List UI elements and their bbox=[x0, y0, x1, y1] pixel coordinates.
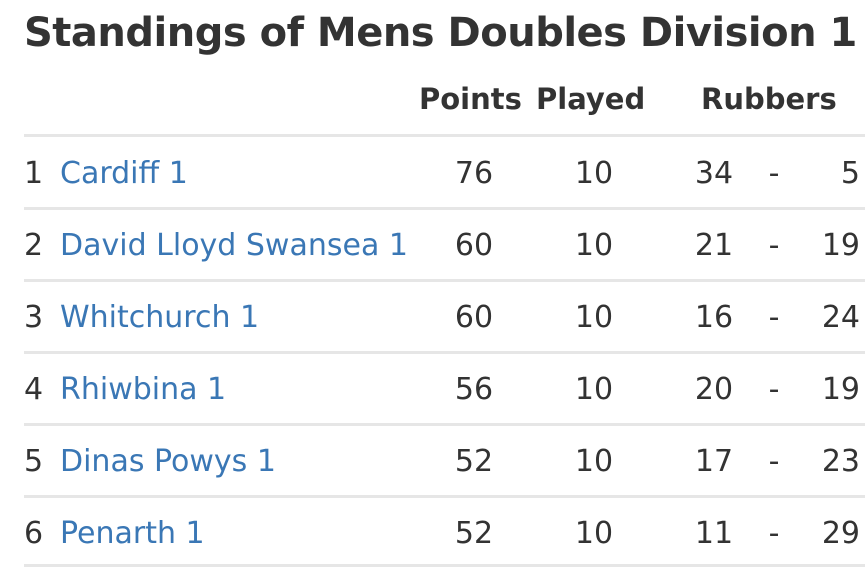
rubbers-against-cell: 24 bbox=[821, 300, 860, 335]
column-header-played[interactable]: Played bbox=[536, 82, 646, 116]
position-cell: 1 bbox=[24, 156, 44, 191]
played-cell: 10 bbox=[574, 372, 614, 407]
rubbers-against-cell: 23 bbox=[821, 444, 860, 479]
points-cell: 60 bbox=[454, 300, 494, 335]
rubbers-against-cell: 19 bbox=[821, 228, 860, 263]
rubbers-separator: - bbox=[768, 516, 780, 551]
table-row: 3 Whitchurch 1 60 10 16 - 24 bbox=[24, 282, 865, 352]
points-cell: 56 bbox=[454, 372, 494, 407]
team-link[interactable]: David Lloyd Swansea 1 bbox=[60, 228, 408, 263]
rubbers-against-cell: 5 bbox=[840, 156, 860, 191]
row-divider bbox=[24, 351, 865, 354]
table-row: 1 Cardiff 1 76 10 34 - 5 bbox=[24, 138, 865, 208]
rubbers-for-cell: 20 bbox=[694, 372, 734, 407]
column-header-rubbers[interactable]: Rubbers bbox=[701, 82, 837, 116]
played-cell: 10 bbox=[574, 444, 614, 479]
rubbers-for-cell: 17 bbox=[694, 444, 734, 479]
points-cell: 52 bbox=[454, 444, 494, 479]
position-cell: 2 bbox=[24, 228, 44, 263]
rubbers-separator: - bbox=[768, 156, 780, 191]
table-row: 2 David Lloyd Swansea 1 60 10 21 - 19 bbox=[24, 210, 865, 280]
row-divider bbox=[24, 423, 865, 426]
row-divider bbox=[24, 495, 865, 498]
row-divider bbox=[24, 564, 865, 567]
team-link[interactable]: Cardiff 1 bbox=[60, 156, 188, 191]
page-title: Standings of Mens Doubles Division 1 bbox=[24, 10, 857, 56]
rubbers-separator: - bbox=[768, 444, 780, 479]
rubbers-against-cell: 19 bbox=[821, 372, 860, 407]
team-link[interactable]: Dinas Powys 1 bbox=[60, 444, 276, 479]
rubbers-for-cell: 16 bbox=[694, 300, 734, 335]
points-cell: 76 bbox=[454, 156, 494, 191]
table-row: 5 Dinas Powys 1 52 10 17 - 23 bbox=[24, 426, 865, 496]
played-cell: 10 bbox=[574, 156, 614, 191]
rubbers-for-cell: 21 bbox=[694, 228, 734, 263]
played-cell: 10 bbox=[574, 516, 614, 551]
header-divider bbox=[24, 134, 865, 137]
row-divider bbox=[24, 279, 865, 282]
team-link[interactable]: Whitchurch 1 bbox=[60, 300, 260, 335]
table-row: 6 Penarth 1 52 10 11 - 29 bbox=[24, 498, 865, 567]
table-row: 4 Rhiwbina 1 56 10 20 - 19 bbox=[24, 354, 865, 424]
row-divider bbox=[24, 207, 865, 210]
rubbers-against-cell: 29 bbox=[821, 516, 860, 551]
played-cell: 10 bbox=[574, 228, 614, 263]
played-cell: 10 bbox=[574, 300, 614, 335]
position-cell: 6 bbox=[24, 516, 44, 551]
rubbers-separator: - bbox=[768, 228, 780, 263]
position-cell: 3 bbox=[24, 300, 44, 335]
rubbers-separator: - bbox=[768, 300, 780, 335]
rubbers-for-cell: 34 bbox=[694, 156, 734, 191]
team-link[interactable]: Rhiwbina 1 bbox=[60, 372, 227, 407]
points-cell: 60 bbox=[454, 228, 494, 263]
position-cell: 4 bbox=[24, 372, 44, 407]
rubbers-separator: - bbox=[768, 372, 780, 407]
column-header-points[interactable]: Points bbox=[419, 82, 522, 116]
position-cell: 5 bbox=[24, 444, 44, 479]
table-header: Points Played Rubbers bbox=[24, 76, 865, 134]
rubbers-for-cell: 11 bbox=[694, 516, 734, 551]
points-cell: 52 bbox=[454, 516, 494, 551]
team-link[interactable]: Penarth 1 bbox=[60, 516, 205, 551]
